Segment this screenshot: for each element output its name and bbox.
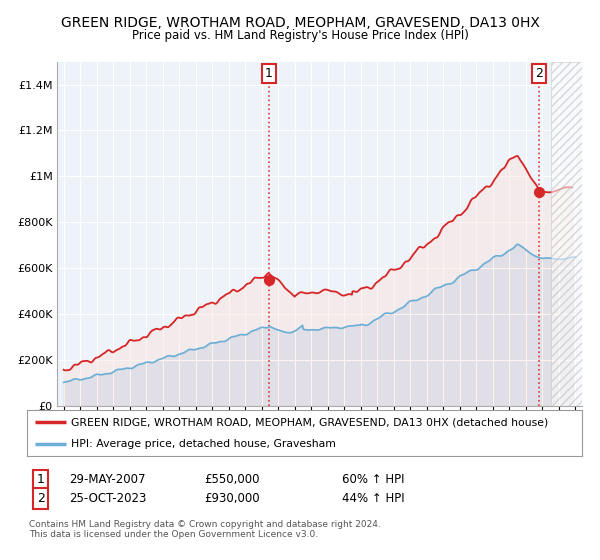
Text: Price paid vs. HM Land Registry's House Price Index (HPI): Price paid vs. HM Land Registry's House … [131,29,469,42]
Text: 2: 2 [37,492,45,505]
Text: GREEN RIDGE, WROTHAM ROAD, MEOPHAM, GRAVESEND, DA13 0HX (detached house): GREEN RIDGE, WROTHAM ROAD, MEOPHAM, GRAV… [71,417,548,427]
Text: 25-OCT-2023: 25-OCT-2023 [69,492,146,505]
Text: GREEN RIDGE, WROTHAM ROAD, MEOPHAM, GRAVESEND, DA13 0HX: GREEN RIDGE, WROTHAM ROAD, MEOPHAM, GRAV… [61,16,539,30]
Text: HPI: Average price, detached house, Gravesham: HPI: Average price, detached house, Grav… [71,439,336,449]
Bar [551,62,582,406]
Text: Contains HM Land Registry data © Crown copyright and database right 2024.
This d: Contains HM Land Registry data © Crown c… [29,520,380,539]
Text: 1: 1 [37,473,45,487]
Text: 1: 1 [265,67,272,80]
Text: £550,000: £550,000 [204,473,260,487]
Text: £930,000: £930,000 [204,492,260,505]
Text: 2: 2 [535,67,543,80]
Text: 44% ↑ HPI: 44% ↑ HPI [342,492,404,505]
Text: 29-MAY-2007: 29-MAY-2007 [69,473,146,487]
Text: 60% ↑ HPI: 60% ↑ HPI [342,473,404,487]
